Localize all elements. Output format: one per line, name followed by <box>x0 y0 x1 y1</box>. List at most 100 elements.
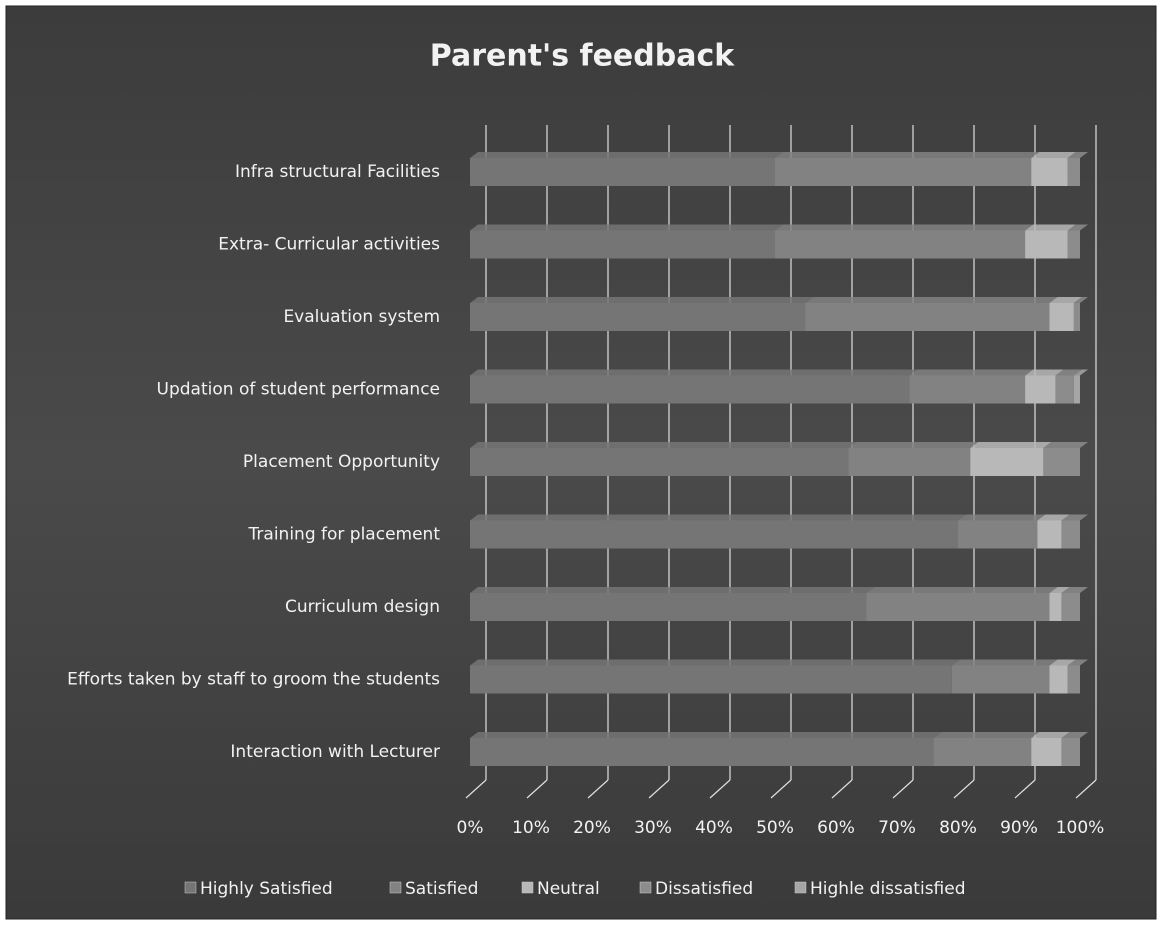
bar-segment <box>470 520 958 549</box>
bar-segment <box>1061 520 1080 549</box>
bar-segment <box>470 303 806 331</box>
bar-segment <box>951 665 1050 694</box>
bar-segment <box>848 448 971 476</box>
bar-top <box>958 514 1046 521</box>
tick-mark <box>770 779 792 799</box>
bar-segment <box>775 158 1032 186</box>
bar-segment <box>1025 230 1068 259</box>
bar-segment <box>1031 158 1068 186</box>
bar-top <box>775 224 1034 231</box>
bar-segment <box>1067 230 1080 259</box>
x-tick-label: 70% <box>878 818 916 838</box>
legend-swatch <box>184 881 197 894</box>
bar-top <box>775 152 1040 158</box>
bar-segment <box>958 520 1038 549</box>
bar-segment <box>805 303 1050 331</box>
tick-mark <box>831 779 853 799</box>
bar-top <box>970 442 1052 448</box>
bar-segment <box>1055 375 1074 404</box>
bar-top <box>1067 152 1088 158</box>
bar-segment <box>1067 665 1080 694</box>
y-tick-label: Interaction with Lecturer <box>230 742 440 762</box>
bar-top <box>1031 732 1070 738</box>
bar-top <box>1049 659 1076 666</box>
y-tick-label: Evaluation system <box>283 307 440 327</box>
bar-segment <box>470 593 867 621</box>
bar-segment <box>470 158 775 186</box>
bar-segment <box>1049 665 1068 694</box>
bar-top <box>470 514 966 521</box>
bar-segment <box>470 738 934 766</box>
legend-label: Neutral <box>537 879 600 899</box>
bar-top <box>1073 369 1088 376</box>
x-tick-label: 50% <box>756 818 794 838</box>
legend-label: Satisfied <box>405 879 478 899</box>
y-tick-label: Updation of student performance <box>157 380 440 400</box>
bar-segment <box>1073 303 1080 331</box>
bar-top <box>470 152 783 158</box>
y-tick-label: Efforts taken by staff to groom the stud… <box>67 670 440 690</box>
bar-top <box>1061 587 1088 593</box>
y-tick-label: Placement Opportunity <box>243 452 440 472</box>
bar-top <box>470 587 875 593</box>
bar-segment <box>1049 593 1062 621</box>
bar-segment <box>1067 158 1080 186</box>
bar-top <box>909 369 1034 376</box>
legend-swatch <box>639 881 652 894</box>
bar-top <box>1055 369 1082 376</box>
tick-mark <box>1075 779 1097 799</box>
y-tick-label: Training for placement <box>248 525 441 545</box>
bar-top <box>805 297 1058 303</box>
bar-segment <box>1037 520 1062 549</box>
x-tick-label: 10% <box>512 818 550 838</box>
bar-top <box>470 224 783 231</box>
bar-top <box>1043 442 1088 448</box>
bar-segment <box>1073 375 1080 404</box>
bar-segment <box>1049 303 1074 331</box>
x-tick-label: 90% <box>1000 818 1038 838</box>
bar-segment <box>470 448 849 476</box>
x-tick-label: 80% <box>939 818 977 838</box>
bar-top <box>951 659 1058 666</box>
bar-top <box>1067 224 1088 231</box>
tick-mark <box>1014 779 1036 799</box>
legend-swatch <box>389 881 402 894</box>
bar-segment <box>1025 375 1056 404</box>
bar-top <box>1049 297 1082 303</box>
x-tick-label: 0% <box>457 818 484 838</box>
tick-mark <box>709 779 731 799</box>
x-tick-label: 20% <box>573 818 611 838</box>
bar-top <box>470 369 918 376</box>
y-tick-label: Infra structural Facilities <box>235 162 440 182</box>
bar-segment <box>909 375 1026 404</box>
bar-segment <box>970 448 1044 476</box>
x-tick-label: 30% <box>634 818 672 838</box>
legend-swatch <box>521 881 534 894</box>
bar-segment <box>933 738 1032 766</box>
bar-top <box>1025 224 1076 231</box>
bar-top <box>1025 369 1064 376</box>
chart-title: Parent's feedback <box>430 39 735 74</box>
bar-segment <box>1031 738 1062 766</box>
x-tick-label: 40% <box>695 818 733 838</box>
bar-top <box>1061 514 1088 521</box>
tick-mark <box>892 779 914 799</box>
bar-top <box>1031 152 1076 158</box>
tick-mark <box>648 779 670 799</box>
x-tick-label: 100% <box>1056 818 1105 838</box>
bar-segment <box>866 593 1050 621</box>
bar-top <box>1049 587 1070 593</box>
bar-top <box>933 732 1040 738</box>
y-tick-label: Extra- Curricular activities <box>218 235 440 255</box>
legend-label: Dissatisfied <box>655 879 753 899</box>
tick-mark <box>953 779 975 799</box>
bar-top <box>1061 732 1088 738</box>
y-tick-label: Curriculum design <box>285 597 440 617</box>
bar-top <box>1037 514 1070 521</box>
tick-mark <box>587 779 609 799</box>
legend-label: Highly Satisfied <box>200 879 333 899</box>
bar-top <box>470 297 814 303</box>
tick-mark <box>465 779 487 799</box>
bar-top <box>470 659 960 666</box>
